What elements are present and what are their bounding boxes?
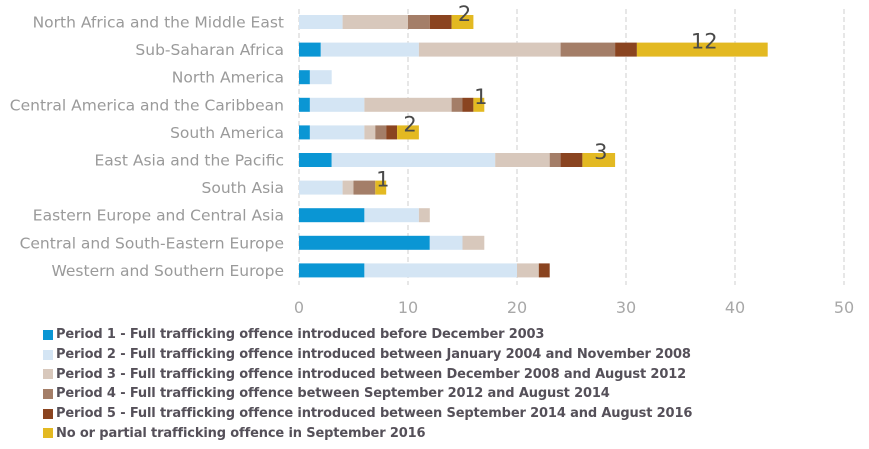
bar-segment: [517, 263, 539, 278]
bar-segment: [299, 125, 310, 140]
legend-label: Period 3 - Full trafficking offence intr…: [56, 366, 686, 382]
bar-segment: [299, 263, 365, 278]
bar-segment: [451, 15, 474, 29]
data-label: 3: [594, 140, 607, 164]
data-label: 12: [691, 30, 718, 54]
bar-segment: [375, 125, 387, 140]
bar-segment: [299, 70, 310, 85]
bar-segment: [538, 263, 550, 278]
x-tick-label: 50: [834, 298, 854, 317]
bar-segment: [342, 180, 354, 195]
bar-segment: [331, 153, 496, 167]
bar-segment: [418, 208, 430, 223]
category-label: Central and South-Eastern Europe: [20, 234, 284, 252]
x-tick-label: 10: [398, 298, 418, 317]
bar-segment: [364, 263, 517, 278]
data-label: 1: [474, 85, 487, 109]
bar-segment: [342, 15, 408, 29]
bar-segment: [364, 208, 419, 223]
data-label: 1: [376, 168, 389, 192]
category-label: Western and Southern Europe: [51, 262, 284, 280]
bar-segment: [299, 180, 343, 195]
legend-label: Period 5 - Full trafficking offence intr…: [56, 406, 693, 422]
legend-label: Period 1 - Full trafficking offence intr…: [56, 327, 545, 343]
bar-segment: [429, 15, 452, 29]
category-labels: North Africa and the Middle East Sub-Saha…: [10, 14, 284, 280]
data-label: 2: [458, 2, 471, 26]
category-label: South Asia: [202, 179, 284, 197]
bar-segment: [309, 125, 365, 140]
bar-segment: [320, 42, 419, 57]
legend-swatch: [43, 369, 53, 380]
x-tick-label: 30: [616, 298, 636, 317]
x-tick-label: 40: [725, 298, 745, 317]
bar-segment: [560, 42, 616, 57]
bar-segment: [299, 153, 332, 167]
gridlines: [298, 9, 845, 285]
legend-swatch: [43, 329, 53, 340]
bar-segment: [636, 42, 768, 57]
bar-segment: [582, 153, 616, 167]
bar-segment: [353, 180, 376, 195]
bar-segment: [615, 42, 637, 57]
bar-segment: [549, 153, 561, 167]
legend-label: Period 2 - Full trafficking offence intr…: [56, 347, 691, 363]
bar-segment: [397, 125, 419, 140]
bar-segment: [462, 97, 474, 112]
bar-segment: [418, 42, 561, 57]
bar-segment: [375, 180, 387, 195]
legend-item: Period 3 - Full trafficking offence intr…: [43, 364, 692, 384]
bar-segment: [299, 42, 321, 57]
bar-segment: [429, 235, 463, 250]
bar-segment: [560, 153, 583, 167]
category-label: Eastern Europe and Central Asia: [33, 207, 284, 225]
bar-segment: [309, 97, 365, 112]
bar-segment: [299, 97, 310, 112]
bar-segment: [299, 235, 430, 250]
legend-item: Period 4 - Full trafficking offence betw…: [43, 384, 692, 404]
bar-segment: [364, 97, 452, 112]
legend-swatch: [43, 428, 53, 439]
legend-swatch: [43, 349, 53, 360]
bar-segment: [299, 208, 365, 223]
category-label: Sub-Saharan Africa: [135, 41, 284, 59]
x-axis-tick-labels: 0 10 20 30 40 50: [294, 298, 854, 317]
x-tick-label: 20: [507, 298, 527, 317]
legend-item: Period 5 - Full trafficking offence intr…: [43, 404, 692, 424]
bar-segment: [495, 153, 550, 167]
bar-segment: [462, 235, 485, 250]
bar-segment: [386, 125, 398, 140]
legend-label: Period 4 - Full trafficking offence betw…: [56, 386, 610, 402]
category-label: Central America and the Caribbean: [10, 96, 284, 114]
legend-item: No or partial trafficking offence in Sep…: [43, 423, 692, 443]
bars: [299, 15, 768, 278]
legend-swatch: [43, 408, 53, 419]
legend-item: Period 1 - Full trafficking offence intr…: [43, 325, 692, 345]
category-label: East Asia and the Pacific: [95, 152, 285, 170]
bar-segment: [309, 70, 332, 85]
legend: Period 1 - Full trafficking offence intr…: [43, 325, 692, 443]
bar-segment: [408, 15, 430, 29]
legend-item: Period 2 - Full trafficking offence intr…: [43, 345, 692, 365]
stacked-bar-chart: North Africa and the Middle East Sub-Saha…: [10, 2, 854, 317]
legend-label: No or partial trafficking offence in Sep…: [56, 425, 426, 441]
bar-segment: [299, 15, 343, 29]
legend-swatch: [43, 388, 53, 399]
category-label: North Africa and the Middle East: [33, 14, 284, 32]
bar-segment: [473, 97, 485, 112]
bar-segment: [364, 125, 376, 140]
x-tick-label: 0: [294, 298, 304, 317]
bar-segment: [451, 97, 463, 112]
category-label: South America: [170, 124, 284, 142]
category-label: North America: [172, 69, 284, 87]
data-label: 2: [403, 112, 416, 136]
